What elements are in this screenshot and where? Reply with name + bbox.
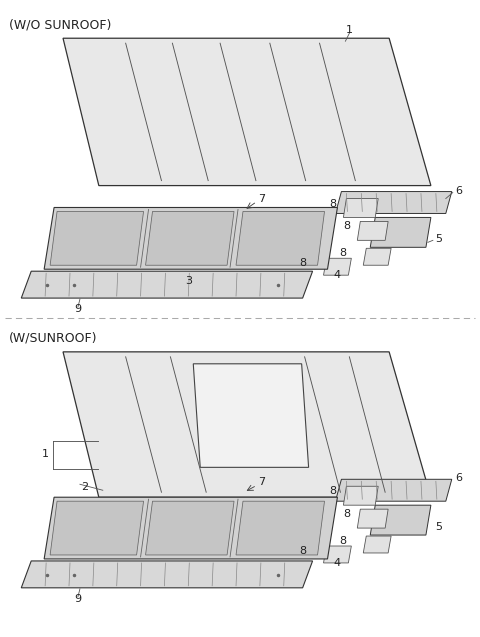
Polygon shape (21, 561, 312, 588)
Text: 7: 7 (258, 194, 265, 204)
Polygon shape (324, 546, 351, 563)
Text: 8: 8 (343, 509, 350, 519)
Polygon shape (50, 501, 144, 555)
Text: 2: 2 (81, 482, 88, 492)
Polygon shape (50, 211, 144, 265)
Polygon shape (236, 211, 324, 265)
Polygon shape (370, 505, 431, 535)
Text: 4: 4 (334, 270, 341, 280)
Text: (W/SUNROOF): (W/SUNROOF) (9, 332, 98, 345)
Text: 8: 8 (299, 258, 306, 268)
Text: 7: 7 (258, 477, 265, 487)
Text: 1: 1 (42, 450, 49, 459)
Text: 4: 4 (334, 558, 341, 568)
Polygon shape (63, 38, 431, 185)
Polygon shape (336, 192, 452, 213)
Text: 9: 9 (74, 304, 82, 314)
Text: 3: 3 (185, 276, 192, 286)
Polygon shape (343, 199, 378, 217)
Text: 1: 1 (346, 25, 353, 35)
Polygon shape (336, 479, 452, 501)
Polygon shape (145, 211, 234, 265)
Polygon shape (44, 497, 337, 559)
Text: 6: 6 (455, 185, 462, 196)
Polygon shape (370, 217, 431, 247)
Polygon shape (357, 222, 388, 240)
Polygon shape (193, 364, 309, 468)
Text: 5: 5 (435, 522, 442, 532)
Text: 8: 8 (329, 486, 336, 496)
Polygon shape (145, 501, 234, 555)
Polygon shape (236, 501, 324, 555)
Polygon shape (363, 536, 391, 553)
Text: 8: 8 (339, 248, 346, 258)
Text: 8: 8 (343, 222, 350, 231)
Text: 6: 6 (455, 473, 462, 483)
Text: 8: 8 (329, 199, 336, 208)
Polygon shape (44, 208, 337, 269)
Text: 8: 8 (339, 536, 346, 546)
Polygon shape (343, 486, 378, 505)
Text: (W/O SUNROOF): (W/O SUNROOF) (9, 18, 112, 31)
Polygon shape (324, 258, 351, 275)
Polygon shape (363, 248, 391, 265)
Text: 5: 5 (435, 234, 442, 245)
Polygon shape (63, 352, 431, 497)
Polygon shape (21, 271, 312, 298)
Polygon shape (357, 509, 388, 528)
Text: 8: 8 (299, 546, 306, 556)
Text: 9: 9 (74, 594, 82, 604)
